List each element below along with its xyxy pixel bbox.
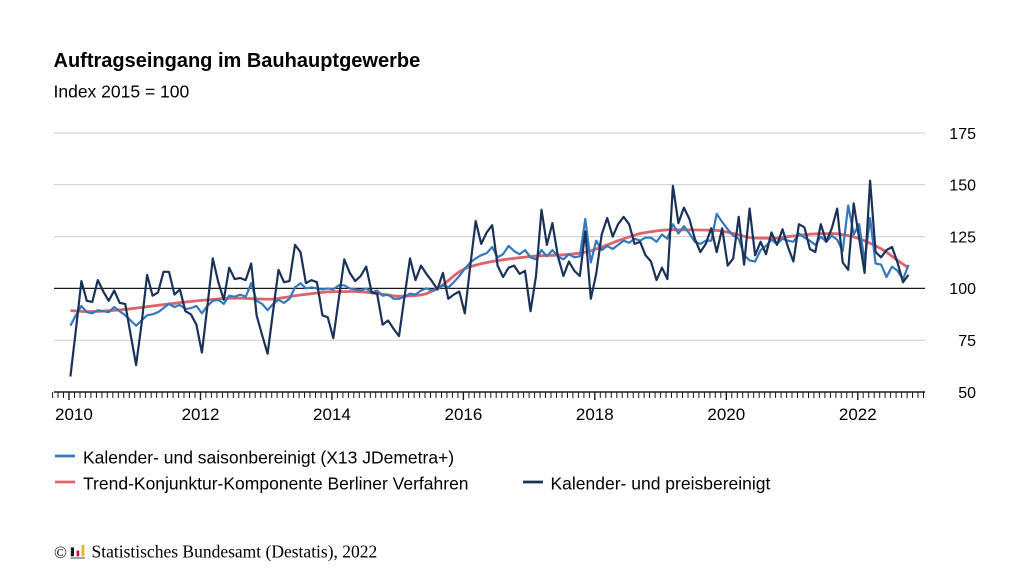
- svg-text:175: 175: [949, 126, 976, 143]
- svg-text:2018: 2018: [576, 405, 614, 424]
- svg-text:125: 125: [949, 229, 976, 246]
- svg-text:Kalender- und saisonbereinigt: Kalender- und saisonbereinigt (X13 JDeme…: [83, 448, 454, 468]
- svg-text:©: ©: [54, 543, 67, 562]
- svg-text:2012: 2012: [182, 405, 220, 424]
- svg-text:Index 2015 = 100: Index 2015 = 100: [54, 81, 190, 101]
- svg-text:75: 75: [958, 333, 976, 350]
- svg-text:2016: 2016: [444, 405, 482, 424]
- svg-text:Trend-Konjunktur-Komponente Be: Trend-Konjunktur-Komponente Berliner Ver…: [83, 474, 469, 494]
- svg-text:150: 150: [949, 178, 976, 195]
- svg-text:2010: 2010: [55, 405, 93, 424]
- svg-text:100: 100: [949, 281, 976, 298]
- svg-text:2014: 2014: [313, 405, 351, 424]
- svg-text:Statistisches Bundesamt (Desta: Statistisches Bundesamt (Destatis), 2022: [92, 542, 378, 562]
- svg-text:2020: 2020: [707, 405, 745, 424]
- svg-text:50: 50: [958, 385, 976, 402]
- svg-text:Kalender- und preisbereinigt: Kalender- und preisbereinigt: [551, 474, 771, 494]
- svg-text:Auftragseingang im Bauhauptgew: Auftragseingang im Bauhauptgewerbe: [54, 50, 421, 72]
- svg-text:2022: 2022: [839, 405, 877, 424]
